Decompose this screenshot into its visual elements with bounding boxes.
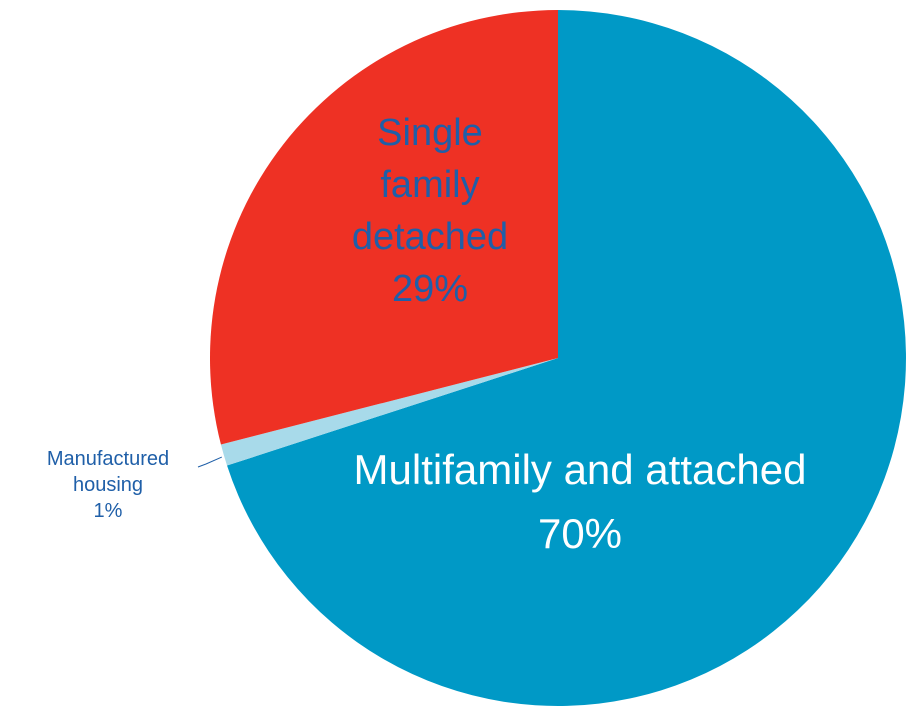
pie-slice-multifamily-and-attached [227,10,906,707]
pie-slice-single-family-detached [209,10,558,445]
slice-name-label: Multifamily and attached [354,446,807,493]
slice-percent-label: 29% [392,268,468,310]
slice-percent-label: 1% [94,500,123,522]
pie-slice-manufactured-housing [220,358,558,466]
pie-label-multifamily-and-attached: Multifamily and attached 70% [354,446,807,557]
slice-name-label: family [380,164,479,206]
slice-name-label: housing [73,474,143,496]
slice-percent-label: 70% [538,510,622,557]
pie-label-manufactured-housing: Manufactured housing 1% [47,448,169,522]
pie-labels: Multifamily and attached 70% Manufactured h… [47,112,807,557]
manufactured-housing-leader-line [197,456,223,468]
slice-name-label: Manufactured [47,448,169,470]
pie-slices [209,10,906,707]
slice-name-label: Single [377,112,483,154]
pie-label-single-family-detached: Single family detached 29% [352,112,508,310]
slice-name-label: detached [352,216,508,258]
